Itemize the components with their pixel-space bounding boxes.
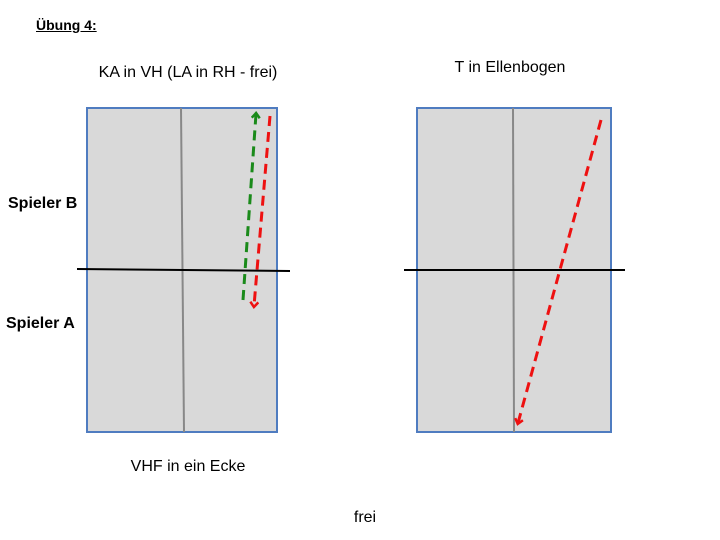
- red-arrow: [514, 119, 603, 426]
- table-footer: VHF in ein Ecke: [130, 458, 246, 475]
- caption: KA in VH (LA in RH - frei): [98, 64, 278, 81]
- footer: frei: [353, 509, 377, 526]
- table-2: [404, 107, 625, 433]
- player-label: Spieler B: [8, 195, 78, 212]
- title: Übung 4:: [36, 17, 97, 33]
- table-1: [76, 107, 291, 433]
- player-label: Spieler A: [6, 315, 75, 332]
- caption: T in Ellenbogen: [454, 59, 566, 76]
